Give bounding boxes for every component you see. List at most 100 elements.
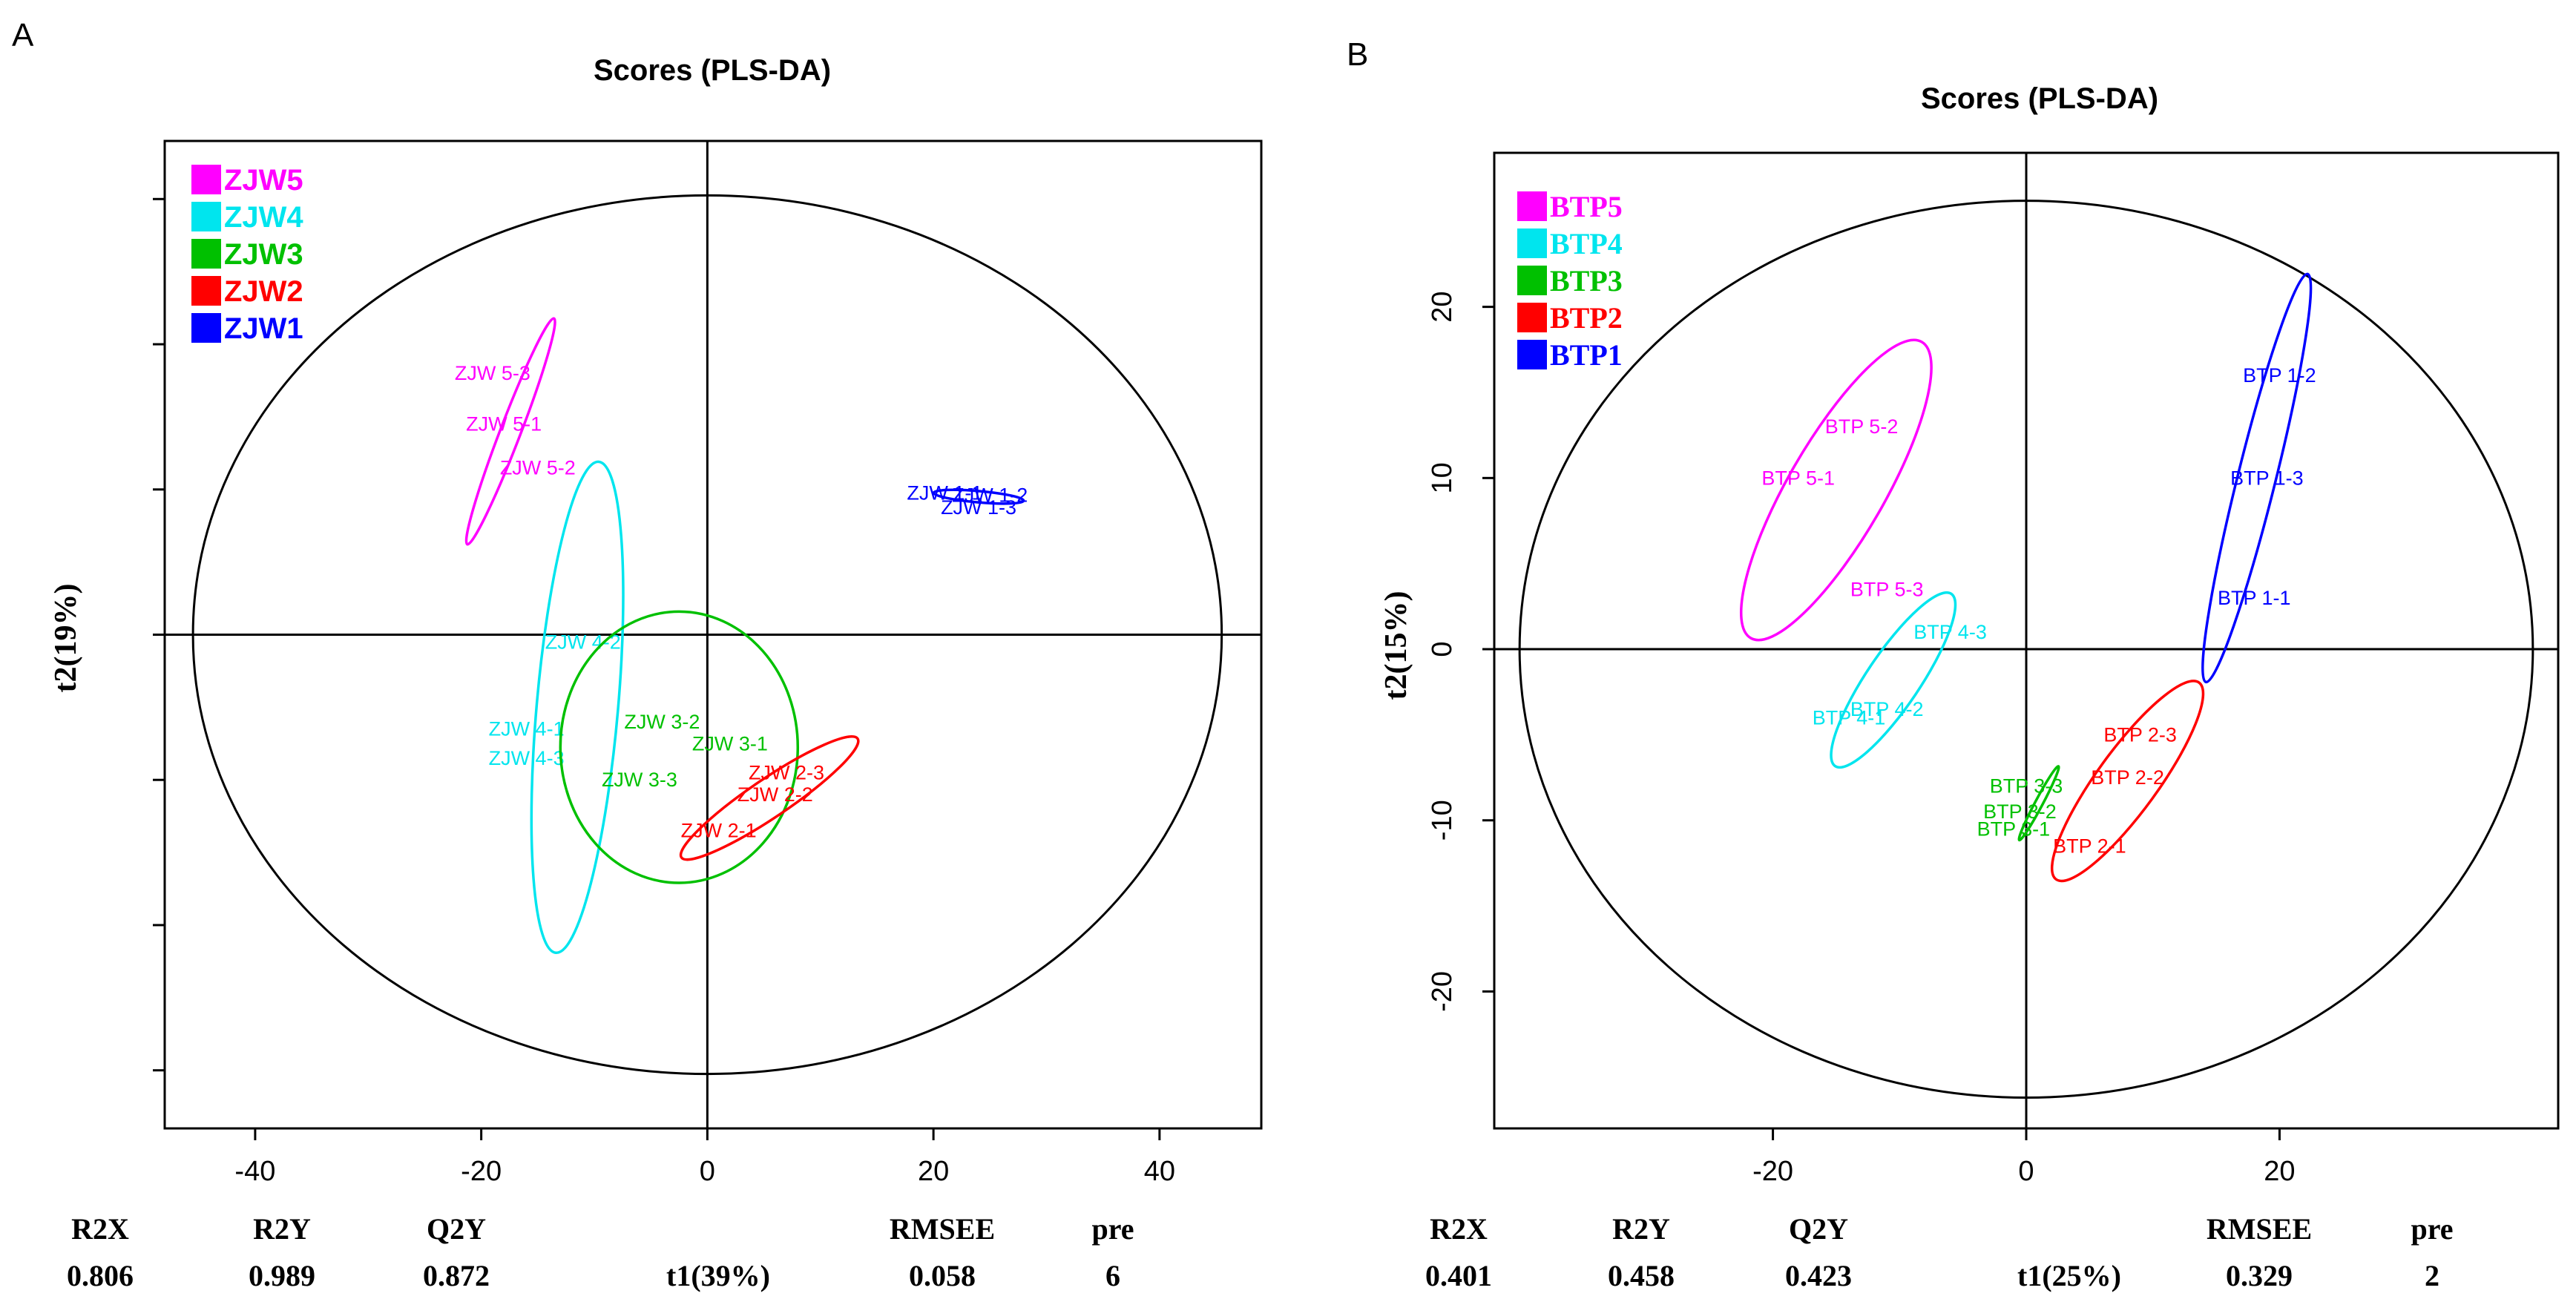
confidence-ellipse [559, 610, 800, 884]
legend-swatch [191, 276, 221, 306]
chart-title: Scores (PLS-DA) [1921, 82, 2158, 115]
y-tick-label: -10 [1427, 800, 1458, 841]
legend-swatch [191, 165, 221, 194]
point-label: BTP 5-1 [1761, 467, 1835, 489]
legend-label: ZJW1 [224, 312, 303, 345]
stat-value: 6 [1105, 1259, 1120, 1292]
point-label: ZJW 2-3 [749, 761, 824, 783]
x-axis-label: t1(39%) [666, 1259, 770, 1292]
stat-value: 0.058 [909, 1259, 976, 1292]
point-label: ZJW 3-3 [602, 769, 677, 791]
y-axis-label: t2(15%) [1379, 591, 1413, 700]
legend-label: ZJW4 [224, 201, 303, 234]
stat-value: 0.329 [2226, 1259, 2293, 1292]
point-label: BTP 2-2 [2091, 766, 2164, 789]
x-tick-label: 0 [700, 1156, 715, 1187]
point-label: ZJW 3-2 [624, 711, 700, 733]
legend-swatch [1517, 228, 1547, 258]
stat-name: R2Y [1612, 1212, 1670, 1246]
confidence-ellipse [932, 488, 1025, 505]
chart-title: Scores (PLS-DA) [594, 54, 831, 87]
point-label: ZJW 4-1 [489, 718, 565, 740]
point-label: BTP 5-2 [1825, 415, 1899, 438]
hotelling-ellipse [1518, 200, 2534, 1099]
legend-label: BTP4 [1550, 227, 1623, 260]
point-label: ZJW 4-2 [545, 631, 621, 653]
point-label: ZJW 1-2 [952, 484, 1028, 507]
confidence-ellipse [2050, 680, 2205, 883]
series-zjw5: ZJW 5-3 ZJW 5-1 ZJW 5-2 [455, 317, 576, 546]
confidence-ellipse [530, 460, 625, 955]
stat-name: R2Y [253, 1212, 311, 1246]
point-label: BTP 4-3 [1913, 621, 1987, 643]
point-label: ZJW 4-3 [489, 747, 565, 769]
stat-value: 0.872 [423, 1259, 490, 1292]
point-label: BTP 1-1 [2218, 587, 2291, 609]
y-tick-label: 0 [1427, 641, 1458, 657]
panel-b: B Scores (PLS-DA) -20 0 20 -20 -10 0 10 20 t2(15%)… [1347, 36, 2560, 1292]
confidence-ellipse [1739, 338, 1933, 642]
point-label: BTP 2-3 [2103, 723, 2177, 746]
x-tick-label: 20 [2264, 1156, 2295, 1187]
panel-letter: B [1347, 36, 1368, 73]
legend-swatch [191, 202, 221, 231]
x-tick-label: -40 [234, 1156, 275, 1187]
x-axis-label: t1(25%) [2017, 1259, 2121, 1292]
panel-a: A Scores (PLS-DA) -40 -20 0 20 40 t2(19%) ZJW 5-… [12, 17, 1263, 1292]
stat-value: 0.423 [1785, 1259, 1852, 1292]
stat-name: R2X [1430, 1212, 1488, 1246]
stat-value: 0.401 [1425, 1259, 1492, 1292]
stat-value: 0.989 [249, 1259, 315, 1292]
legend-label: ZJW3 [224, 238, 303, 271]
x-tick-label: -20 [461, 1156, 502, 1187]
confidence-ellipse [1830, 591, 1957, 769]
x-tick-label: -20 [1752, 1156, 1793, 1187]
stat-name: pre [1091, 1212, 1134, 1246]
point-label: ZJW 3-1 [692, 732, 768, 754]
legend-label: ZJW5 [224, 164, 303, 197]
point-label: BTP 4-1 [1813, 706, 1886, 729]
legend-swatch [191, 239, 221, 269]
legend-swatch [1517, 266, 1547, 295]
point-label: ZJW 1-3 [941, 496, 1016, 519]
legend-label: BTP1 [1550, 338, 1623, 372]
point-label: ZJW 1-1 [907, 482, 982, 504]
point-label: BTP 3-1 [1977, 818, 2051, 840]
legend-label: BTP5 [1550, 190, 1623, 223]
series-btp5: BTP 5-2 BTP 5-1 BTP 5-3 [1739, 338, 1933, 642]
point-label: BTP 5-3 [1850, 578, 1924, 600]
point-label: BTP 1-3 [2230, 467, 2304, 489]
x-tick-label: 0 [2018, 1156, 2034, 1187]
legend-swatch [1517, 191, 1547, 221]
legend-label: BTP2 [1550, 301, 1623, 335]
series-zjw4: ZJW 4-2 ZJW 4-1 ZJW 4-3 [489, 460, 625, 955]
legend: ZJW5 ZJW4 ZJW3 ZJW2 ZJW1 [191, 164, 303, 345]
stat-name: RMSEE [2207, 1212, 2312, 1246]
series-btp2: BTP 2-3 BTP 2-2 BTP 2-1 [2050, 680, 2205, 883]
series-btp1: BTP 1-2 BTP 1-3 BTP 1-1 [2201, 272, 2316, 684]
point-label: ZJW 5-3 [455, 362, 530, 384]
legend-swatch [1517, 303, 1547, 332]
confidence-ellipse [464, 317, 556, 546]
legend-label: ZJW2 [224, 275, 303, 308]
point-label: BTP 3-3 [1990, 775, 2063, 798]
confidence-ellipse [679, 735, 860, 861]
x-tick-label: 20 [918, 1156, 949, 1187]
point-label: BTP 3-2 [1983, 800, 2057, 823]
point-label: ZJW 2-1 [681, 820, 757, 842]
stat-value: 2 [2425, 1259, 2439, 1292]
point-label: BTP 2-1 [2053, 835, 2126, 857]
stat-name: pre [2411, 1212, 2453, 1246]
x-tick-label: 40 [1144, 1156, 1175, 1187]
y-tick-label: 20 [1427, 291, 1458, 322]
legend-swatch [191, 313, 221, 343]
point-label: BTP 4-2 [1850, 698, 1924, 720]
y-axis-label: t2(19%) [49, 584, 83, 693]
